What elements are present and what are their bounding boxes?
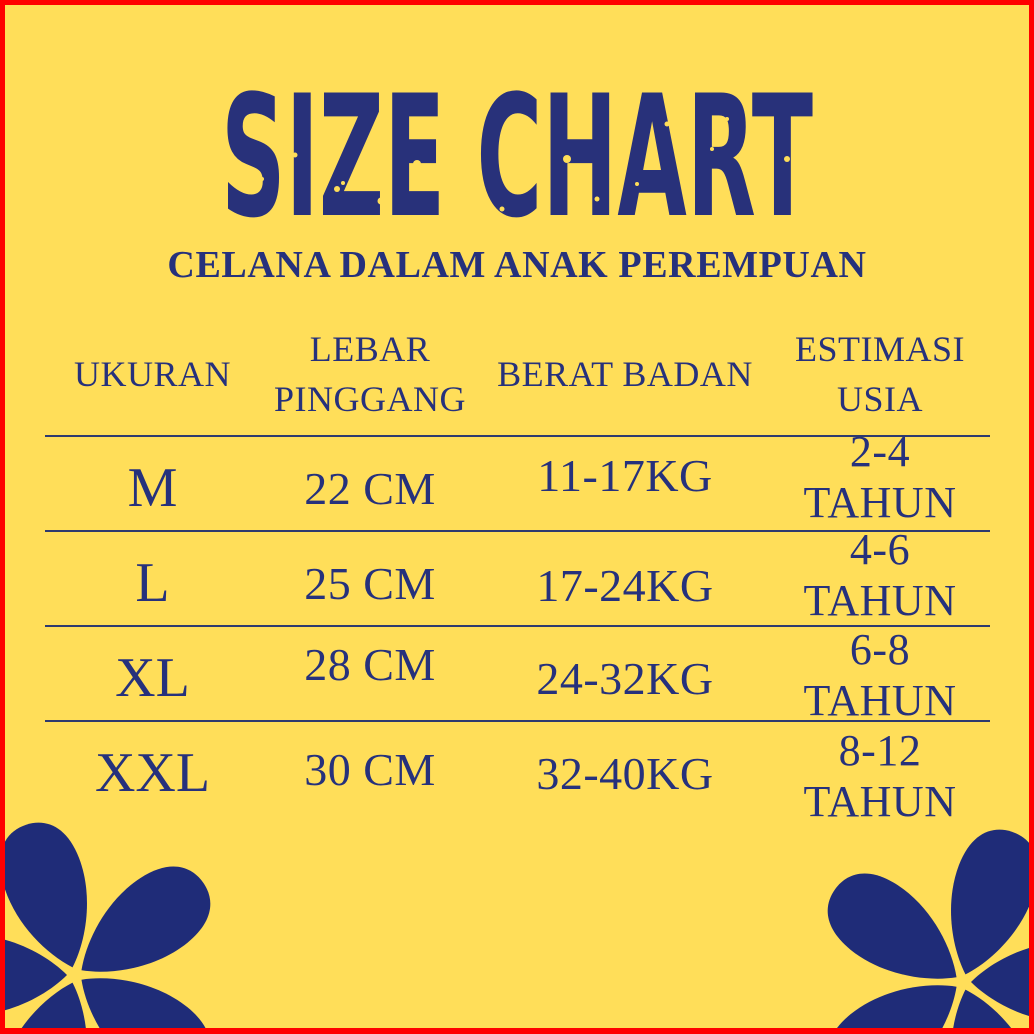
cell-lebar-pinggang: 30 CM [304, 743, 436, 795]
flower-icon [763, 782, 1029, 1028]
cell-ukuran: L [135, 552, 170, 614]
cell-lebar-pinggang: 25 CM [304, 557, 436, 609]
cell-lebar-pinggang: 22 CM [304, 462, 436, 514]
cell-estimasi-usia: 2-4 TAHUN [803, 427, 957, 527]
cell-estimasi-usia: 8-12 TAHUN [803, 726, 957, 826]
size-table: UKURAN LEBAR PINGGANG BERAT BADAN ESTIMA… [45, 315, 990, 826]
cell-ukuran: XXL [94, 742, 211, 804]
table-header-row: UKURAN LEBAR PINGGANG BERAT BADAN ESTIMA… [45, 315, 990, 435]
page-subtitle: CELANA DALAM ANAK PEREMPUAN [167, 244, 867, 286]
column-header-ukuran: UKURAN [73, 354, 231, 395]
cell-estimasi-usia: 6-8 TAHUN [803, 625, 957, 725]
page-background: SIZE CHART [5, 5, 1029, 1028]
cell-berat-badan: 32-40KG [536, 747, 714, 799]
page-title: SIZE CHART [221, 89, 813, 229]
column-header-lebar-pinggang: LEBAR PINGGANG [274, 329, 466, 419]
grunge-speckles [244, 117, 790, 212]
cell-berat-badan: 11-17KG [537, 449, 713, 501]
cell-lebar-pinggang: 28 CM [304, 638, 436, 690]
table-row-size-l: L 25 CM 17-24KG 4-6 TAHUN [45, 525, 990, 625]
cell-estimasi-usia: 4-6 TAHUN [803, 525, 957, 625]
column-header-estimasi-usia: ESTIMASI USIA [794, 329, 965, 419]
cell-berat-badan: 17-24KG [536, 559, 714, 611]
table-row-size-xl: XL 28 CM 24-32KG 6-8 TAHUN [45, 625, 990, 725]
size-chart-title-art: SIZE CHART [221, 59, 813, 255]
column-header-berat-badan: BERAT BADAN [497, 354, 753, 395]
cell-ukuran: M [127, 457, 178, 519]
table-row-size-xxl: XXL 30 CM 32-40KG 8-12 TAHUN [45, 720, 990, 826]
cell-berat-badan: 24-32KG [536, 652, 714, 704]
page-title-wrap: SIZE CHART [167, 59, 867, 255]
flower-icon [5, 775, 275, 1028]
cell-ukuran: XL [115, 647, 190, 709]
table-row-size-m: M 22 CM 11-17KG 2-4 TAHUN [45, 427, 990, 530]
